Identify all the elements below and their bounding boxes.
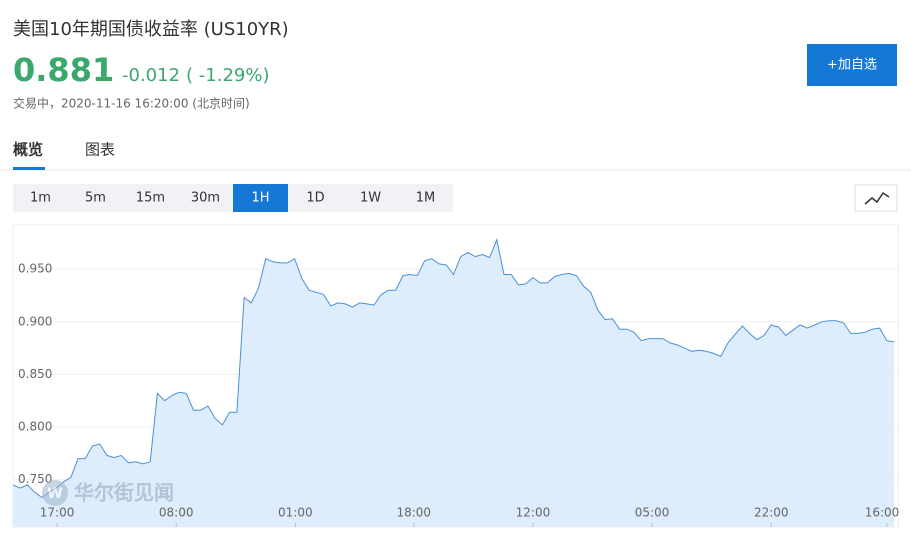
- add-button-label[interactable]: +加自选: [827, 58, 877, 73]
- x-tick-label: 12:00: [516, 506, 551, 520]
- x-tick-label: 22:00: [754, 506, 789, 520]
- period-button[interactable]: [13, 184, 68, 212]
- x-tick-label: 01:00: [278, 506, 313, 520]
- x-tick-label: 08:00: [159, 506, 194, 520]
- y-tick-label: 0.900: [18, 314, 52, 328]
- area: [13, 239, 894, 527]
- y-tick-label: 0.950: [18, 262, 52, 276]
- period-label[interactable]: 1m: [30, 191, 51, 206]
- x-tick-label: 17:00: [40, 506, 75, 520]
- periods: 1m 5m 15m 30m 1H 1D 1W 1M: [13, 184, 453, 212]
- add-button[interactable]: [807, 44, 897, 86]
- period-label[interactable]: 30m: [191, 191, 220, 206]
- chart-style-icon: [864, 191, 890, 205]
- tab[interactable]: 图表: [85, 141, 115, 159]
- title: 美国10年期国债收益率 (US10YR): [13, 19, 289, 40]
- period-button[interactable]: [288, 184, 343, 212]
- period-button[interactable]: [233, 184, 288, 212]
- watermark-logo-mark: W: [47, 486, 62, 502]
- x-tick-label: 18:00: [396, 506, 431, 520]
- period-button[interactable]: [123, 184, 178, 212]
- price: 0.881: [13, 51, 114, 89]
- change: -0.012: [122, 65, 180, 86]
- period-label[interactable]: 15m: [136, 191, 165, 206]
- tabs: 概览 图表: [13, 141, 115, 170]
- plot: 0.750 0.800 0.850 0.900 0.950 17:00 08:00 01:00…: [12, 237, 900, 527]
- watermark-text: 华尔街见闻: [74, 481, 174, 505]
- y-tick-label: 0.800: [18, 420, 52, 434]
- period-label[interactable]: 1D: [306, 191, 324, 206]
- status: 交易中，2020-11-16 16:20:00 (北京时间): [13, 96, 250, 111]
- period-label[interactable]: 1M: [416, 191, 436, 206]
- y-tick-label: 0.850: [18, 367, 52, 381]
- tab-underline: [13, 167, 45, 170]
- x-tick-label: 05:00: [635, 506, 670, 520]
- y-tick-label: 0.750: [18, 472, 52, 486]
- chart-style-button[interactable]: [854, 184, 898, 212]
- period-button[interactable]: [68, 184, 123, 212]
- period-label[interactable]: 5m: [85, 191, 106, 206]
- watermark: W 华尔街见闻: [42, 480, 174, 506]
- x-tick-label: 16:00: [865, 506, 900, 520]
- period-button[interactable]: [178, 184, 233, 212]
- tab[interactable]: 概览: [13, 141, 43, 159]
- change-pct: ( -1.29%): [186, 65, 269, 86]
- period-button[interactable]: [343, 184, 398, 212]
- period-button[interactable]: [398, 184, 453, 212]
- line: [12, 237, 895, 499]
- period-label[interactable]: 1W: [360, 191, 381, 206]
- period-label[interactable]: 1H: [251, 191, 269, 206]
- watermark-logo: [42, 480, 68, 506]
